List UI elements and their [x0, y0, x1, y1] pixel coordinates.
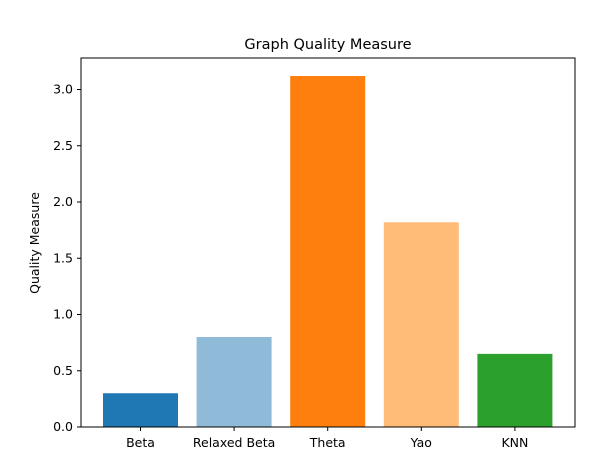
x-tick-label: KNN: [501, 435, 528, 450]
x-tick-label: Yao: [410, 435, 432, 450]
x-tick-label: Theta: [309, 435, 346, 450]
y-tick-label: 1.5: [53, 250, 73, 265]
bar-yao: [383, 222, 459, 427]
y-tick-label: 0.5: [53, 363, 73, 378]
bar-knn: [477, 353, 553, 427]
y-tick-label: 2.5: [53, 138, 73, 153]
bar-relaxed-beta: [196, 337, 272, 427]
ticks-layer: Beta Relaxed Beta Theta Yao KNN 0.0 0.5 1.0 1.5 2…: [53, 82, 528, 451]
x-tick-label: Beta: [126, 435, 155, 450]
bar-theta: [290, 76, 366, 427]
y-tick-label: 3.0: [53, 82, 73, 97]
bar-beta: [103, 393, 178, 427]
y-tick-label: 2.0: [53, 194, 73, 209]
y-axis-label: Quality Measure: [27, 192, 42, 294]
y-tick-label: 0.0: [53, 419, 73, 434]
x-tick-label: Relaxed Beta: [193, 435, 275, 450]
axes-frame: [80, 57, 576, 428]
chart-title: Graph Quality Measure: [244, 37, 411, 53]
bars-layer: [103, 76, 553, 427]
y-tick-label: 1.0: [53, 307, 73, 322]
